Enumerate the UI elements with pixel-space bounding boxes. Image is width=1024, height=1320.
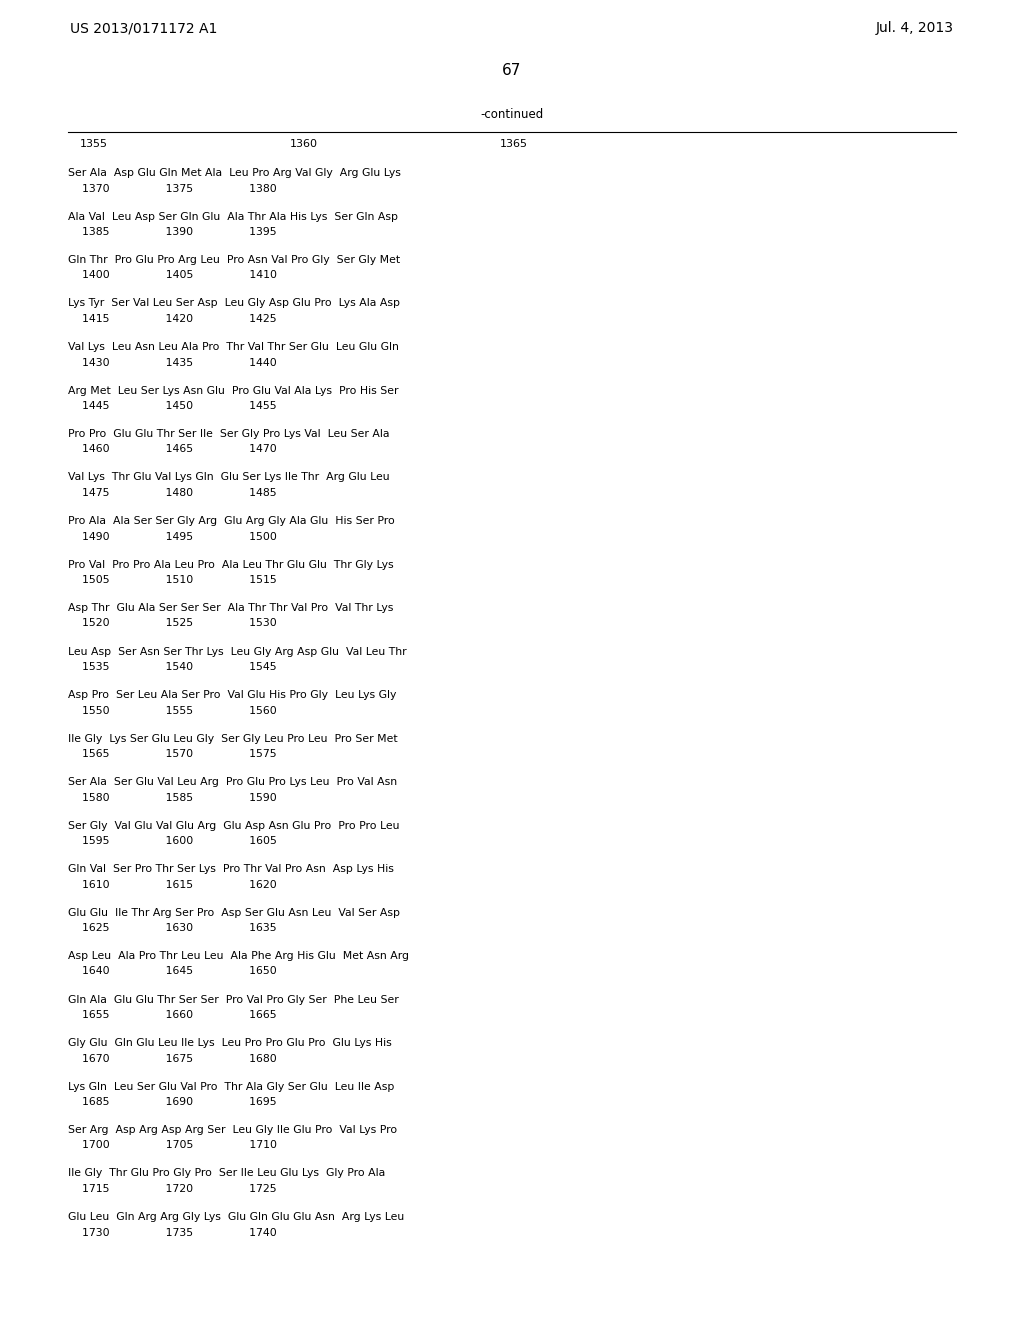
Text: 1670                1675                1680: 1670 1675 1680 [68,1053,276,1064]
Text: 1700                1705                1710: 1700 1705 1710 [68,1140,278,1151]
Text: US 2013/0171172 A1: US 2013/0171172 A1 [70,21,217,36]
Text: Val Lys  Thr Glu Val Lys Gln  Glu Ser Lys Ile Thr  Arg Glu Leu: Val Lys Thr Glu Val Lys Gln Glu Ser Lys … [68,473,389,483]
Text: 1640                1645                1650: 1640 1645 1650 [68,966,276,977]
Text: 1400                1405                1410: 1400 1405 1410 [68,271,278,281]
Text: Val Lys  Leu Asn Leu Ala Pro  Thr Val Thr Ser Glu  Leu Glu Gln: Val Lys Leu Asn Leu Ala Pro Thr Val Thr … [68,342,399,352]
Text: Lys Tyr  Ser Val Leu Ser Asp  Leu Gly Asp Glu Pro  Lys Ala Asp: Lys Tyr Ser Val Leu Ser Asp Leu Gly Asp … [68,298,400,309]
Text: Gln Thr  Pro Glu Pro Arg Leu  Pro Asn Val Pro Gly  Ser Gly Met: Gln Thr Pro Glu Pro Arg Leu Pro Asn Val … [68,255,400,265]
Text: Pro Pro  Glu Glu Thr Ser Ile  Ser Gly Pro Lys Val  Leu Ser Ala: Pro Pro Glu Glu Thr Ser Ile Ser Gly Pro … [68,429,389,440]
Text: 1610                1615                1620: 1610 1615 1620 [68,879,276,890]
Text: Ile Gly  Thr Glu Pro Gly Pro  Ser Ile Leu Glu Lys  Gly Pro Ala: Ile Gly Thr Glu Pro Gly Pro Ser Ile Leu … [68,1168,385,1179]
Text: Pro Ala  Ala Ser Ser Gly Arg  Glu Arg Gly Ala Glu  His Ser Pro: Pro Ala Ala Ser Ser Gly Arg Glu Arg Gly … [68,516,394,525]
Text: 1445                1450                1455: 1445 1450 1455 [68,401,276,411]
Text: Ser Arg  Asp Arg Asp Arg Ser  Leu Gly Ile Glu Pro  Val Lys Pro: Ser Arg Asp Arg Asp Arg Ser Leu Gly Ile … [68,1125,397,1135]
Text: 1565                1570                1575: 1565 1570 1575 [68,748,276,759]
Text: 1685                1690                1695: 1685 1690 1695 [68,1097,276,1107]
Text: Gln Val  Ser Pro Thr Ser Lys  Pro Thr Val Pro Asn  Asp Lys His: Gln Val Ser Pro Thr Ser Lys Pro Thr Val … [68,865,394,874]
Text: 1385                1390                1395: 1385 1390 1395 [68,227,276,238]
Text: Ala Val  Leu Asp Ser Gln Glu  Ala Thr Ala His Lys  Ser Gln Asp: Ala Val Leu Asp Ser Gln Glu Ala Thr Ala … [68,211,398,222]
Text: 1505                1510                1515: 1505 1510 1515 [68,576,276,585]
Text: 1655                1660                1665: 1655 1660 1665 [68,1010,276,1020]
Text: 1490                1495                1500: 1490 1495 1500 [68,532,276,541]
Text: 1365: 1365 [500,139,528,149]
Text: 1595                1600                1605: 1595 1600 1605 [68,836,276,846]
Text: 1415                1420                1425: 1415 1420 1425 [68,314,276,323]
Text: 1580                1585                1590: 1580 1585 1590 [68,792,276,803]
Text: Leu Asp  Ser Asn Ser Thr Lys  Leu Gly Arg Asp Glu  Val Leu Thr: Leu Asp Ser Asn Ser Thr Lys Leu Gly Arg … [68,647,407,656]
Text: 67: 67 [503,63,521,78]
Text: Glu Leu  Gln Arg Arg Gly Lys  Glu Gln Glu Glu Asn  Arg Lys Leu: Glu Leu Gln Arg Arg Gly Lys Glu Gln Glu … [68,1212,404,1222]
Text: Ser Ala  Asp Glu Gln Met Ala  Leu Pro Arg Val Gly  Arg Glu Lys: Ser Ala Asp Glu Gln Met Ala Leu Pro Arg … [68,168,400,178]
Text: 1550                1555                1560: 1550 1555 1560 [68,705,276,715]
Text: 1430                1435                1440: 1430 1435 1440 [68,358,276,367]
Text: Gln Ala  Glu Glu Thr Ser Ser  Pro Val Pro Gly Ser  Phe Leu Ser: Gln Ala Glu Glu Thr Ser Ser Pro Val Pro … [68,994,398,1005]
Text: -continued: -continued [480,108,544,121]
Text: 1355: 1355 [80,139,108,149]
Text: Asp Leu  Ala Pro Thr Leu Leu  Ala Phe Arg His Glu  Met Asn Arg: Asp Leu Ala Pro Thr Leu Leu Ala Phe Arg … [68,950,409,961]
Text: Ser Ala  Ser Glu Val Leu Arg  Pro Glu Pro Lys Leu  Pro Val Asn: Ser Ala Ser Glu Val Leu Arg Pro Glu Pro … [68,777,397,787]
Text: 1370                1375                1380: 1370 1375 1380 [68,183,276,194]
Text: Arg Met  Leu Ser Lys Asn Glu  Pro Glu Val Ala Lys  Pro His Ser: Arg Met Leu Ser Lys Asn Glu Pro Glu Val … [68,385,398,396]
Text: 1625                1630                1635: 1625 1630 1635 [68,923,276,933]
Text: 1460                1465                1470: 1460 1465 1470 [68,445,276,454]
Text: 1730                1735                1740: 1730 1735 1740 [68,1228,276,1238]
Text: Jul. 4, 2013: Jul. 4, 2013 [876,21,954,36]
Text: Ile Gly  Lys Ser Glu Leu Gly  Ser Gly Leu Pro Leu  Pro Ser Met: Ile Gly Lys Ser Glu Leu Gly Ser Gly Leu … [68,734,397,743]
Text: 1715                1720                1725: 1715 1720 1725 [68,1184,276,1195]
Text: 1360: 1360 [290,139,318,149]
Text: Glu Glu  Ile Thr Arg Ser Pro  Asp Ser Glu Asn Leu  Val Ser Asp: Glu Glu Ile Thr Arg Ser Pro Asp Ser Glu … [68,908,400,917]
Text: Asp Pro  Ser Leu Ala Ser Pro  Val Glu His Pro Gly  Leu Lys Gly: Asp Pro Ser Leu Ala Ser Pro Val Glu His … [68,690,396,700]
Text: Lys Gln  Leu Ser Glu Val Pro  Thr Ala Gly Ser Glu  Leu Ile Asp: Lys Gln Leu Ser Glu Val Pro Thr Ala Gly … [68,1081,394,1092]
Text: Asp Thr  Glu Ala Ser Ser Ser  Ala Thr Thr Val Pro  Val Thr Lys: Asp Thr Glu Ala Ser Ser Ser Ala Thr Thr … [68,603,393,612]
Text: 1520                1525                1530: 1520 1525 1530 [68,619,276,628]
Text: 1475                1480                1485: 1475 1480 1485 [68,488,276,498]
Text: 1535                1540                1545: 1535 1540 1545 [68,663,276,672]
Text: Pro Val  Pro Pro Ala Leu Pro  Ala Leu Thr Glu Glu  Thr Gly Lys: Pro Val Pro Pro Ala Leu Pro Ala Leu Thr … [68,560,393,569]
Text: Ser Gly  Val Glu Val Glu Arg  Glu Asp Asn Glu Pro  Pro Pro Leu: Ser Gly Val Glu Val Glu Arg Glu Asp Asn … [68,821,399,830]
Text: Gly Glu  Gln Glu Leu Ile Lys  Leu Pro Pro Glu Pro  Glu Lys His: Gly Glu Gln Glu Leu Ile Lys Leu Pro Pro … [68,1038,392,1048]
